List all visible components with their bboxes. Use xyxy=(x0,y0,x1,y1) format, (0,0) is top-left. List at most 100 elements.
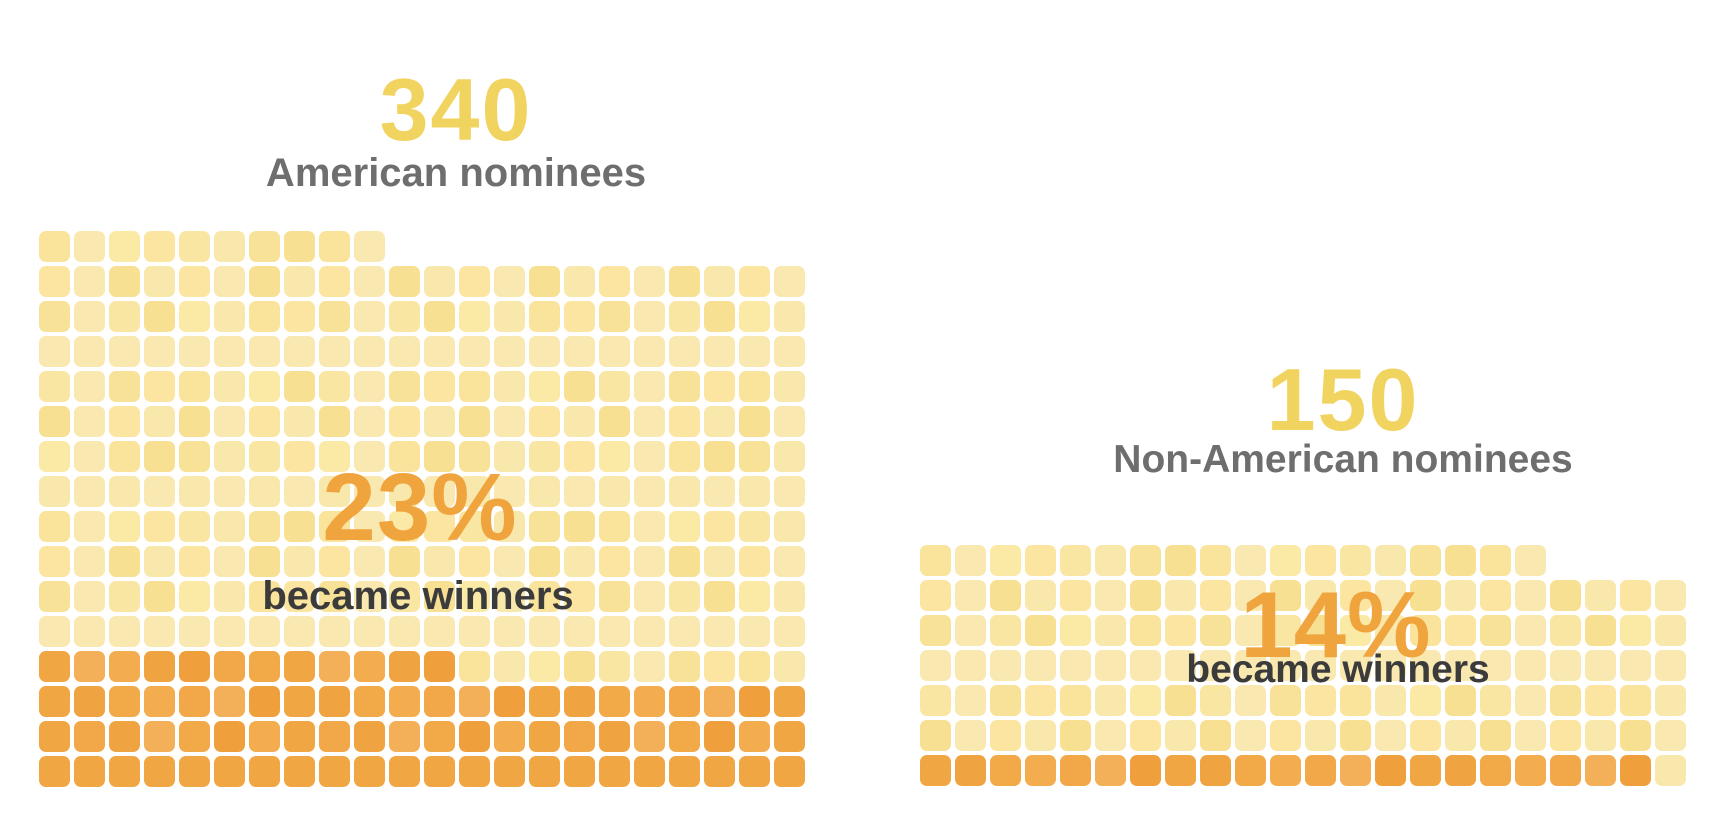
nominee-cell xyxy=(389,301,420,332)
nominee-cell xyxy=(1165,720,1196,751)
winner-cell xyxy=(214,651,245,682)
nominee-cell xyxy=(1340,615,1371,646)
winner-cell xyxy=(774,756,805,787)
nominee-cell xyxy=(739,441,770,472)
nominee-cell xyxy=(564,371,595,402)
winner-cell xyxy=(739,721,770,752)
nominee-cell xyxy=(494,336,525,367)
nominee-cell xyxy=(214,371,245,402)
nominee-cell xyxy=(249,231,280,262)
nominee-cell xyxy=(739,301,770,332)
nominee-cell xyxy=(319,616,350,647)
nominee-cell xyxy=(1060,615,1091,646)
nominee-cell xyxy=(319,266,350,297)
nominee-cell xyxy=(494,476,525,507)
nominee-cell xyxy=(389,371,420,402)
nominee-cell xyxy=(1410,685,1441,716)
nominee-cell xyxy=(564,581,595,612)
nominee-cell xyxy=(634,441,665,472)
nominee-cell xyxy=(774,546,805,577)
winner-cell xyxy=(634,686,665,717)
nominee-cell xyxy=(284,476,315,507)
nominee-cell xyxy=(1620,650,1651,681)
nominee-cell xyxy=(74,301,105,332)
winner-cell xyxy=(529,721,560,752)
nominee-cell xyxy=(1200,650,1231,681)
nominee-cell xyxy=(424,511,455,542)
nominee-cell xyxy=(1375,685,1406,716)
winner-cell xyxy=(1515,755,1546,786)
nominee-cell xyxy=(249,476,280,507)
nominee-cell xyxy=(990,650,1021,681)
winner-cell xyxy=(389,721,420,752)
nominee-cell xyxy=(214,266,245,297)
nominee-cell xyxy=(319,511,350,542)
nominee-cell xyxy=(354,616,385,647)
nominee-cell xyxy=(1655,685,1686,716)
winner-cell xyxy=(319,651,350,682)
nominee-cell xyxy=(179,231,210,262)
nominee-cell xyxy=(74,581,105,612)
nominee-cell xyxy=(1130,545,1161,576)
nominee-cell xyxy=(249,371,280,402)
nominee-cell xyxy=(74,546,105,577)
winner-cell xyxy=(249,721,280,752)
winner-cell xyxy=(1270,755,1301,786)
winner-cell xyxy=(109,686,140,717)
nominee-cell xyxy=(74,476,105,507)
nominee-cell xyxy=(179,371,210,402)
nominee-cell xyxy=(39,441,70,472)
winner-cell xyxy=(109,651,140,682)
nominee-cell xyxy=(179,476,210,507)
nominee-cell xyxy=(1095,650,1126,681)
nominee-cell xyxy=(74,511,105,542)
winner-cell xyxy=(74,686,105,717)
winner-cell xyxy=(634,756,665,787)
nominee-cell xyxy=(1130,580,1161,611)
nominee-cell xyxy=(214,336,245,367)
nominee-cell xyxy=(1305,615,1336,646)
nominee-cell xyxy=(74,371,105,402)
nominee-cell xyxy=(634,371,665,402)
nominee-cell xyxy=(354,406,385,437)
nominee-cell xyxy=(354,231,385,262)
nominee-cell xyxy=(599,476,630,507)
nominee-cell xyxy=(1305,545,1336,576)
nominee-cell xyxy=(774,266,805,297)
nominee-cell xyxy=(599,406,630,437)
winner-cell xyxy=(459,756,490,787)
nominee-cell xyxy=(494,581,525,612)
nominee-cell xyxy=(1550,720,1581,751)
nominee-cell xyxy=(389,476,420,507)
nominee-cell xyxy=(319,231,350,262)
nominee-cell xyxy=(1340,545,1371,576)
winner-cell xyxy=(1550,755,1581,786)
nominee-cell xyxy=(1655,580,1686,611)
nominee-cell xyxy=(39,231,70,262)
nominee-cell xyxy=(459,546,490,577)
nominee-cell xyxy=(774,616,805,647)
nominee-cell xyxy=(774,581,805,612)
nominee-cell xyxy=(774,336,805,367)
nominee-cell xyxy=(1585,685,1616,716)
nominee-cell xyxy=(389,441,420,472)
nominee-cell xyxy=(109,266,140,297)
nominee-cell xyxy=(1165,615,1196,646)
nominee-cell xyxy=(704,441,735,472)
winner-cell xyxy=(1165,755,1196,786)
winner-cell xyxy=(389,756,420,787)
nominee-cell xyxy=(249,266,280,297)
nominee-cell xyxy=(1200,720,1231,751)
nominee-cell xyxy=(494,266,525,297)
nominee-cell xyxy=(599,616,630,647)
nominee-cell xyxy=(990,545,1021,576)
nominee-cell xyxy=(1060,720,1091,751)
nominee-cell xyxy=(214,581,245,612)
nominee-cell xyxy=(704,266,735,297)
nominee-cell xyxy=(39,581,70,612)
nominee-cell xyxy=(249,301,280,332)
winner-cell xyxy=(389,651,420,682)
nominee-cell xyxy=(599,581,630,612)
winner-cell xyxy=(1340,755,1371,786)
winner-cell xyxy=(774,686,805,717)
